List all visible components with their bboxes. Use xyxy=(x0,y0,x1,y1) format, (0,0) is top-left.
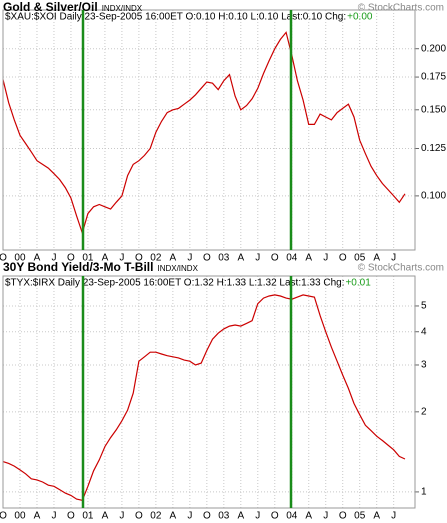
x-tick-label: O xyxy=(339,253,347,264)
change-value: +0.01 xyxy=(345,278,371,289)
x-tick-label: O xyxy=(67,253,75,264)
x-tick-label: J xyxy=(51,253,56,264)
x-tick-label: O xyxy=(271,253,279,264)
x-tick-label: J xyxy=(119,511,124,522)
x-tick-label: O xyxy=(339,511,347,522)
symbol-info: $XAU:$XOI Daily 23-Sep-2005 16:00ET O:0.… xyxy=(5,12,346,23)
y-tick-label: 0.200 xyxy=(421,43,446,54)
x-tick-label: 03 xyxy=(218,511,230,522)
x-tick-label: O xyxy=(271,511,279,522)
x-tick-label: 05 xyxy=(354,253,366,264)
plot-area xyxy=(3,10,415,250)
x-tick-label: 03 xyxy=(218,253,230,264)
x-tick-label: J xyxy=(51,511,56,522)
y-tick-label: 0.175 xyxy=(421,72,446,83)
x-tick-label: A xyxy=(305,253,312,264)
x-tick-label: A xyxy=(373,511,380,522)
y-tick-label: 3 xyxy=(421,360,427,371)
x-tick-label: A xyxy=(34,253,41,264)
x-tick-label: A xyxy=(102,511,109,522)
chart-title: 30Y Bond Yield/3-Mo T-Bill xyxy=(3,260,153,274)
chart-subtitle: INDX/INDX xyxy=(157,264,198,273)
price-line xyxy=(2,294,406,501)
x-tick-label: 02 xyxy=(150,253,162,264)
x-tick-label: O xyxy=(0,511,7,522)
x-tick-label: 01 xyxy=(82,253,94,264)
change-value: +0.00 xyxy=(347,12,373,23)
y-tick-label: 0.100 xyxy=(421,191,446,202)
x-tick-label: O xyxy=(135,253,143,264)
x-tick-label: 05 xyxy=(354,511,366,522)
x-tick-label: 02 xyxy=(150,511,162,522)
plot-area xyxy=(3,276,415,508)
x-tick-label: O xyxy=(0,253,7,264)
y-tick-label: 2 xyxy=(421,406,427,417)
x-tick-label: O xyxy=(135,511,143,522)
x-tick-label: A xyxy=(237,253,244,264)
plot-frame xyxy=(2,275,416,509)
x-tick-label: J xyxy=(323,511,328,522)
x-tick-label: O xyxy=(67,511,75,522)
copyright: © StockCharts.com xyxy=(358,3,444,14)
y-tick-label: 5 xyxy=(421,301,427,312)
chart-title: Gold & Silver/Oil xyxy=(3,0,98,14)
x-tick-label: J xyxy=(187,253,192,264)
x-tick-label: J xyxy=(255,253,260,264)
x-tick-label: A xyxy=(170,253,177,264)
y-tick-label: 4 xyxy=(421,326,427,337)
x-tick-label: J xyxy=(391,253,396,264)
x-tick-label: J xyxy=(323,253,328,264)
x-tick-label: J xyxy=(187,511,192,522)
x-tick-label: A xyxy=(237,511,244,522)
y-tick-label: 0.125 xyxy=(421,143,446,154)
x-tick-label: A xyxy=(102,253,109,264)
x-tick-label: 00 xyxy=(14,511,26,522)
copyright: © StockCharts.com xyxy=(358,263,444,274)
x-tick-label: J xyxy=(255,511,260,522)
x-tick-label: A xyxy=(170,511,177,522)
x-tick-label: 00 xyxy=(14,253,26,264)
price-line xyxy=(2,31,406,235)
plot-frame xyxy=(2,9,416,251)
x-tick-label: J xyxy=(391,511,396,522)
y-tick-label: 0.150 xyxy=(421,104,446,115)
y-tick-label: 1 xyxy=(421,487,427,498)
x-tick-label: J xyxy=(119,253,124,264)
x-tick-label: 04 xyxy=(286,253,298,264)
x-tick-label: O xyxy=(203,253,211,264)
x-tick-label: O xyxy=(203,511,211,522)
x-tick-label: A xyxy=(34,511,41,522)
x-tick-label: 01 xyxy=(82,511,94,522)
x-tick-label: A xyxy=(305,511,312,522)
event-markers xyxy=(81,10,293,508)
chart-subtitle: INDX/INDX xyxy=(102,4,143,13)
x-tick-label: A xyxy=(373,253,380,264)
symbol-info: $TYX:$IRX Daily 23-Sep-2005 16:00ET O:1.… xyxy=(5,278,344,289)
x-tick-label: 04 xyxy=(286,511,298,522)
